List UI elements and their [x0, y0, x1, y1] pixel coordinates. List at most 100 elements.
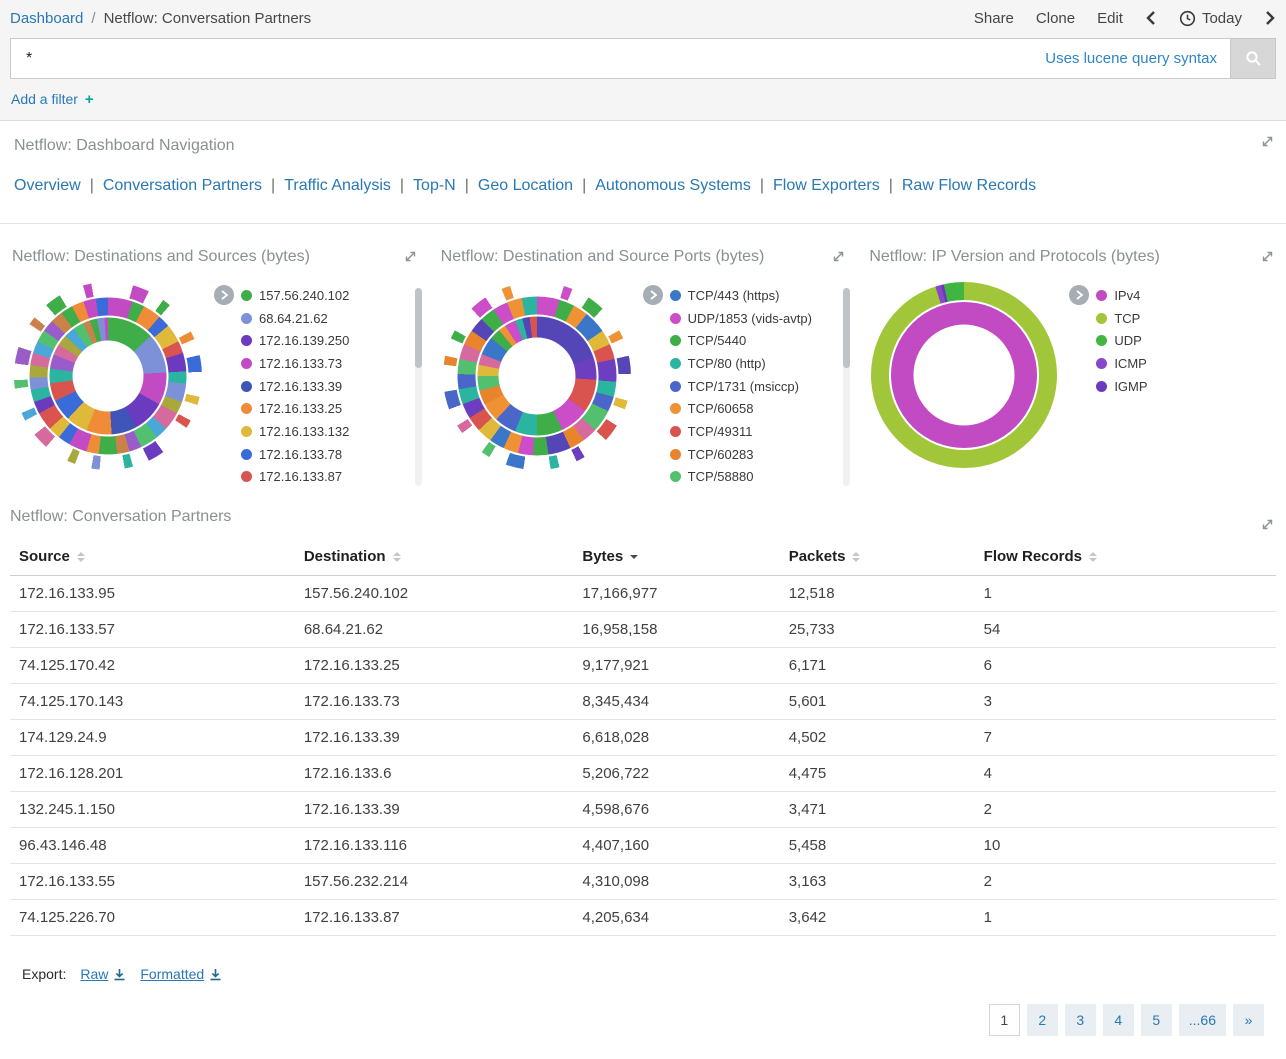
download-icon [210, 968, 221, 980]
export-formatted-link[interactable]: Formatted [140, 966, 222, 982]
cell-destination: 172.16.133.39 [294, 719, 574, 757]
nav-link-top-n[interactable]: Top-N [413, 177, 456, 194]
legend-item[interactable]: TCP/60658 [669, 397, 812, 420]
legend-item[interactable]: TCP [1096, 307, 1147, 330]
legend-collapse-button[interactable] [1069, 285, 1090, 305]
legend-item[interactable]: 172.16.133.73 [241, 352, 349, 375]
legend-item[interactable]: 172.16.133.78 [241, 443, 349, 466]
lucene-syntax-link[interactable]: Uses lucene query syntax [1045, 50, 1217, 67]
column-header-destination[interactable]: Destination [294, 538, 574, 577]
page-button-item[interactable]: » [1233, 1004, 1264, 1037]
scrollbar-thumb[interactable] [414, 288, 422, 368]
filter-bar: Add a filter + [10, 79, 1276, 108]
cell-bytes: 5,206,722 [573, 755, 780, 793]
page-button-3[interactable]: 3 [1064, 1004, 1096, 1037]
page-button-5[interactable]: 5 [1140, 1004, 1172, 1037]
time-back-button[interactable] [1145, 10, 1157, 26]
column-header-source[interactable]: Source [10, 538, 295, 577]
nav-link-flow-exporters[interactable]: Flow Exporters [773, 177, 880, 194]
legend-item[interactable]: TCP/49311 [669, 420, 812, 443]
legend-item[interactable]: 172.16.133.39 [241, 375, 349, 398]
page-button-2[interactable]: 2 [1026, 1004, 1058, 1037]
query-input[interactable] [24, 48, 1034, 69]
clone-button[interactable]: Clone [1035, 9, 1076, 27]
column-header-bytes[interactable]: Bytes [573, 538, 780, 577]
add-filter-link[interactable]: Add a filter [11, 91, 78, 107]
legend-label: 68.64.21.62 [259, 310, 328, 326]
scrollbar-thumb[interactable] [843, 288, 851, 368]
sunburst-chart[interactable] [440, 280, 633, 472]
legend-label: 172.16.133.87 [259, 469, 343, 485]
page-button-4[interactable]: 4 [1102, 1004, 1134, 1037]
legend-color-dot [669, 403, 681, 415]
cell-bytes: 4,205,634 [573, 899, 780, 937]
nav-link-overview[interactable]: Overview [14, 177, 81, 194]
time-picker-button[interactable]: Today [1179, 10, 1242, 27]
cell-source: 74.125.170.42 [10, 647, 295, 685]
export-raw-link[interactable]: Raw [80, 966, 126, 982]
legend-item[interactable]: UDP [1096, 329, 1147, 352]
legend-item[interactable]: 68.64.21.62 [241, 307, 349, 330]
legend-item[interactable]: 172.16.133.25 [241, 397, 349, 420]
legend-item[interactable]: 157.56.240.102 [241, 284, 349, 307]
legend-item[interactable]: TCP/60283 [669, 443, 812, 466]
breadcrumb-dashboard-link[interactable]: Dashboard [10, 9, 84, 27]
share-button[interactable]: Share [973, 9, 1014, 27]
column-header-flow-records[interactable]: Flow Records [974, 538, 1276, 577]
add-filter-plus-icon[interactable]: + [84, 91, 94, 108]
cell-source: 172.16.133.57 [10, 611, 295, 649]
legend-item[interactable]: TCP/443 (https) [669, 284, 812, 307]
legend-item[interactable]: 172.16.139.250 [241, 329, 349, 352]
expand-panel-icon[interactable] [832, 250, 845, 263]
legend-item[interactable]: IGMP [1096, 375, 1148, 398]
legend-item[interactable]: IPv4 [1096, 284, 1147, 307]
expand-panel-icon[interactable] [1261, 518, 1274, 531]
column-header-packets[interactable]: Packets [779, 538, 975, 577]
legend-collapse-button[interactable] [642, 285, 663, 305]
edit-button[interactable]: Edit [1097, 9, 1123, 27]
chevron-right-icon [221, 290, 229, 300]
nav-link-conversation-partners[interactable]: Conversation Partners [102, 177, 263, 194]
sunburst-chart[interactable] [12, 280, 204, 472]
legend-label: TCP [1114, 310, 1141, 326]
page-button-66[interactable]: ...66 [1178, 1004, 1226, 1037]
legend-item[interactable]: TCP/5440 [669, 329, 812, 352]
column-label: Packets [788, 548, 846, 566]
cell-source: 172.16.133.55 [10, 863, 295, 901]
legend-item[interactable]: TCP/80 (http) [669, 352, 812, 375]
cell-destination: 172.16.133.25 [294, 647, 574, 685]
nav-separator: | [399, 177, 405, 194]
nav-link-raw-flow-records[interactable]: Raw Flow Records [901, 177, 1037, 194]
time-forward-button[interactable] [1264, 10, 1276, 26]
sunburst-chart[interactable] [869, 280, 1060, 470]
cell-bytes: 4,598,676 [573, 791, 780, 829]
legend-item[interactable]: 172.16.133.87 [241, 466, 349, 489]
page-button-1[interactable]: 1 [988, 1004, 1020, 1037]
expand-panel-icon[interactable] [1261, 250, 1274, 263]
pagination: 1 2 3 4 5 ...66» [10, 986, 1276, 1050]
column-label: Source [19, 548, 70, 566]
legend-label: TCP/1731 (msiccp) [687, 378, 799, 394]
cell-destination: 172.16.133.116 [294, 827, 574, 865]
page-title: Netflow: Conversation Partners [103, 9, 312, 27]
legend-item[interactable]: TCP/58880 [669, 466, 812, 489]
legend-item[interactable]: UDP/1853 (vids-avtp) [669, 307, 812, 330]
legend-color-dot [241, 312, 252, 324]
legend-color-dot [241, 335, 252, 347]
legend-item[interactable]: 172.16.133.132 [241, 420, 349, 443]
nav-link-geo-location[interactable]: Geo Location [477, 177, 574, 194]
legend-color-dot [669, 425, 681, 437]
nav-link-autonomous-systems[interactable]: Autonomous Systems [595, 177, 751, 194]
legend-collapse-button[interactable] [214, 285, 234, 305]
search-button[interactable] [1231, 38, 1276, 79]
nav-link-traffic-analysis[interactable]: Traffic Analysis [284, 177, 391, 194]
expand-panel-icon[interactable] [404, 250, 417, 263]
cell-source: 174.129.24.9 [10, 719, 295, 757]
legend-list: TCP/443 (https) UDP/1853 (vids-avtp) TCP/5… [669, 284, 812, 489]
legend-color-dot [669, 289, 681, 301]
query-input-box: Uses lucene query syntax [10, 38, 1231, 79]
legend-item[interactable]: ICMP [1096, 352, 1147, 375]
legend-item[interactable]: TCP/1731 (msiccp) [669, 375, 812, 398]
expand-panel-icon[interactable] [1261, 135, 1274, 148]
cell-packets: 3,471 [779, 791, 975, 829]
